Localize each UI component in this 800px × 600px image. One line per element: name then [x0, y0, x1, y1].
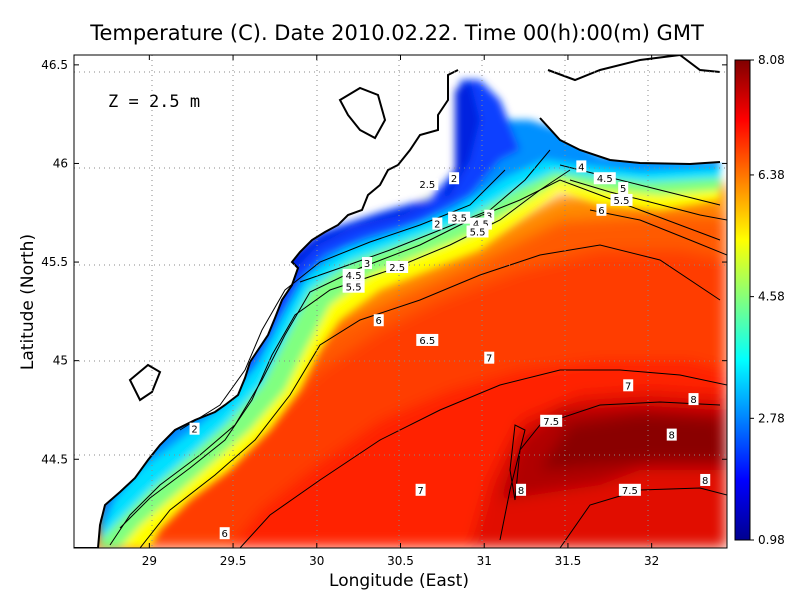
contour-label: 2.5: [389, 263, 405, 274]
contour-label: 2: [191, 425, 197, 436]
contour-label: 2: [451, 174, 457, 185]
contour-label: 8: [702, 476, 708, 487]
contour-label-box: [610, 193, 633, 206]
contour-label-box: [416, 333, 439, 346]
contour-label-box: [219, 527, 230, 540]
contour-label: 5.5: [346, 283, 362, 294]
contour-label: 4.5: [346, 271, 362, 282]
contour-label: 6: [598, 206, 604, 217]
contour-label: 8: [690, 395, 696, 406]
x-tick-label: 31: [477, 554, 492, 568]
y-tick-label: 45: [53, 354, 68, 368]
contour-label-box: [700, 473, 711, 486]
contour-label: 4.5: [597, 174, 613, 185]
contour-label-box: [342, 268, 365, 281]
contour-label: 3: [486, 212, 492, 223]
colorbar: [734, 59, 751, 541]
contour-label-box: [449, 172, 460, 185]
x-tick-label: 31.5: [555, 554, 582, 568]
contour-label: 7: [486, 354, 492, 365]
y-axis-label: Latitude (North): [18, 234, 38, 370]
contour-label: 7.5: [543, 417, 559, 428]
contour-label: 3.5: [451, 214, 467, 225]
contour-label: 2: [434, 220, 440, 231]
contour-label-box: [596, 203, 607, 216]
colorbar-tick-label: 6.38: [758, 168, 785, 182]
contour-label-box: [362, 257, 373, 270]
map-title: Temperature (C). Date 2010.02.22. Time 0…: [89, 21, 704, 45]
contour-label-box: [576, 160, 587, 173]
contour-label-box: [688, 393, 699, 406]
y-tick-label: 44.5: [41, 452, 68, 466]
x-axis-label: Longitude (East): [329, 571, 469, 591]
contour-label-box: [666, 428, 677, 441]
contour-label-box: [618, 182, 629, 195]
contour-label: 8: [669, 431, 675, 442]
y-tick-label: 46: [53, 156, 68, 170]
y-tick-label: 45.5: [41, 255, 68, 269]
contour-label: 7.5: [622, 486, 638, 497]
colorbar-tick-label: 4.58: [758, 290, 785, 304]
depth-label: Z = 2.5 m: [108, 92, 200, 112]
contour-label-box: [516, 483, 527, 496]
contour-label-box: [466, 225, 489, 238]
contour-label: 4.5: [473, 220, 489, 231]
x-axis-ticks: 29 29.5 30 30.5 31 31.5 32: [142, 55, 659, 568]
contour-label-box: [623, 379, 634, 392]
x-tick-label: 29: [142, 554, 157, 568]
contour-label-box: [484, 209, 495, 222]
contour-label-box: [416, 178, 439, 191]
x-tick-label: 30.5: [387, 554, 414, 568]
contour-label: 5.5: [614, 196, 630, 207]
y-tick-label: 46.5: [41, 58, 68, 72]
colorbar-tick-label: 0.98: [758, 533, 785, 547]
contour-label-box: [415, 483, 426, 496]
contour-label-box: [618, 483, 641, 496]
contour-label-box: [386, 260, 409, 273]
colorbar-ticks: 0.98 2.78 4.58 6.38 8.08: [750, 53, 785, 547]
temperature-field: [74, 55, 727, 548]
contour-label: 6: [376, 316, 382, 327]
colorbar-tick-label: 8.08: [758, 53, 785, 67]
x-tick-label: 30: [309, 554, 324, 568]
contour-label-box: [540, 414, 563, 427]
x-tick-label: 29.5: [220, 554, 247, 568]
contour-label-box: [432, 217, 443, 230]
contour-label-box: [593, 172, 616, 185]
contour-label: 4: [578, 162, 584, 173]
contour-label: 5.5: [470, 227, 486, 238]
contour-label: 7: [417, 486, 423, 497]
contour-label-box: [189, 422, 200, 435]
contour-label: 7: [625, 381, 631, 392]
colorbar-tick-label: 2.78: [758, 411, 785, 425]
contour-label: 6.5: [419, 336, 435, 347]
contour-label-box: [484, 351, 495, 364]
contour-label: 6: [222, 529, 228, 540]
contour-label-box: [448, 211, 471, 224]
contour-label-box: [342, 280, 365, 293]
contour-label: 5: [620, 184, 626, 195]
contour-label: 8: [518, 486, 524, 497]
contour-label: 2.5: [419, 180, 435, 191]
contour-label: 3: [364, 259, 370, 270]
contour-label-box: [373, 314, 384, 327]
x-tick-label: 32: [644, 554, 659, 568]
